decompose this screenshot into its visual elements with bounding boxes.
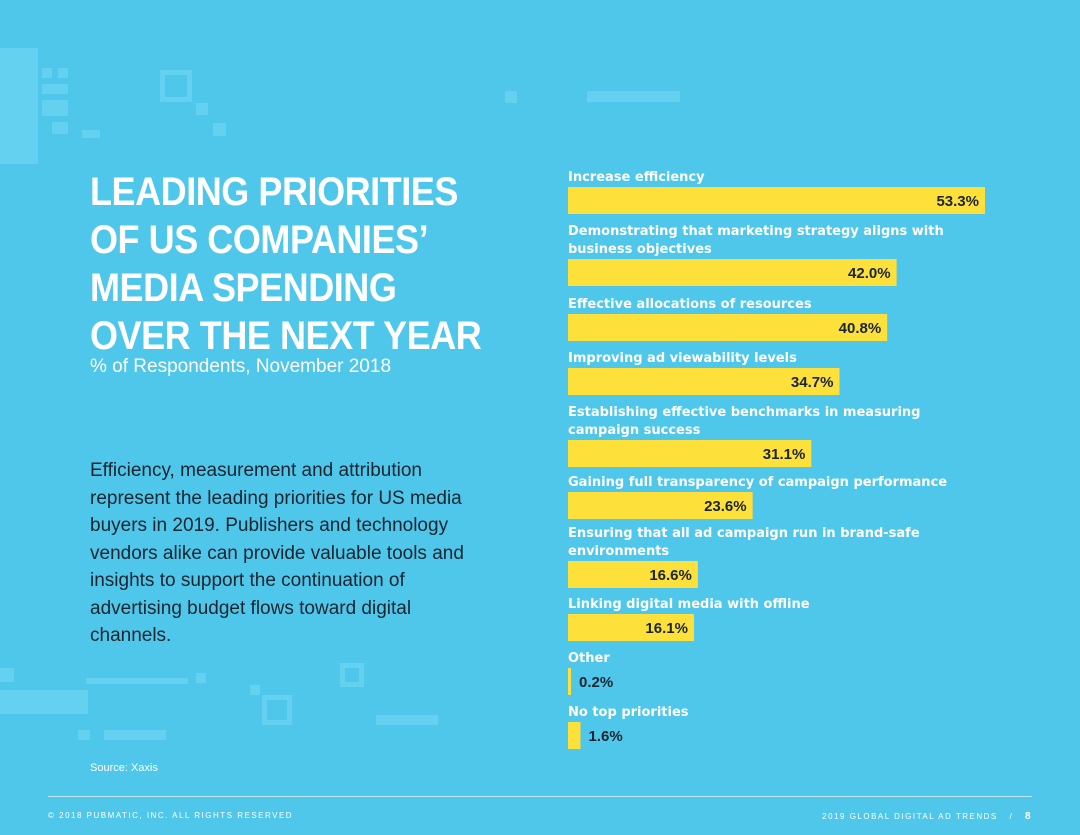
decor-block <box>505 91 517 103</box>
value-label: 16.6% <box>649 567 692 584</box>
bar <box>568 668 571 695</box>
footer-report: 2019 GLOBAL DIGITAL AD TRENDS / 8 <box>822 811 1032 822</box>
category-label: Improving ad viewability levels <box>568 351 797 366</box>
category-label: Effective allocations of resources <box>568 297 812 312</box>
footer-report-title: 2019 GLOBAL DIGITAL AD TRENDS <box>822 812 998 821</box>
bar <box>568 492 753 519</box>
page-title: LEADING PRIORITIES OF US COMPANIES’ MEDI… <box>90 170 482 358</box>
bar <box>568 722 581 749</box>
decor-block <box>78 730 90 740</box>
decor-square <box>160 70 192 102</box>
value-label: 0.2% <box>579 674 613 691</box>
source-note: Source: Xaxis <box>90 762 158 774</box>
decor-block <box>86 678 188 684</box>
bar <box>568 614 694 641</box>
value-label: 40.8% <box>839 320 882 337</box>
decor-block <box>52 122 68 134</box>
decor-block <box>376 715 438 725</box>
decor-block <box>58 68 68 78</box>
category-label: Gaining full transparency of campaign pe… <box>568 475 947 490</box>
bar <box>568 187 985 214</box>
decor-block <box>196 103 208 115</box>
decor-square <box>262 695 292 725</box>
category-label: No top priorities <box>568 705 689 720</box>
footer-copyright: © 2018 PUBMATIC, INC. ALL RIGHTS RESERVE… <box>48 811 294 820</box>
bar <box>568 259 897 286</box>
category-label: Other <box>568 651 610 666</box>
decor-block <box>196 673 206 683</box>
category-label: Ensuring that all ad campaign run in bra… <box>568 526 920 559</box>
decor-block <box>0 690 88 714</box>
value-label: 34.7% <box>791 374 834 391</box>
decor-block <box>42 100 68 116</box>
decor-block <box>42 84 68 94</box>
decor-block <box>82 130 100 138</box>
value-label: 53.3% <box>936 193 979 210</box>
value-label: 31.1% <box>763 446 806 463</box>
bar <box>568 314 888 341</box>
footer-divider <box>48 796 1032 797</box>
decor-block <box>213 123 226 136</box>
category-label: Linking digital media with offline <box>568 597 810 612</box>
value-label: 42.0% <box>848 265 891 282</box>
subtitle: % of Respondents, November 2018 <box>90 356 392 377</box>
decor-block <box>0 48 38 164</box>
category-label: Demonstrating that marketing strategy al… <box>568 224 944 257</box>
category-label: Establishing effective benchmarks in mea… <box>568 405 921 438</box>
footer-separator: / <box>1009 812 1014 821</box>
decor-block <box>0 668 14 682</box>
horizontal-bar-chart: Increase efficiency 53.3% Demonstrating th… <box>568 170 985 749</box>
decor-block <box>250 685 260 695</box>
decor-block <box>587 91 680 102</box>
bar <box>568 440 812 467</box>
body-text: Efficiency, measurement and attribution … <box>90 460 464 646</box>
value-label: 23.6% <box>704 498 747 515</box>
category-label: Increase efficiency <box>568 170 705 185</box>
bar <box>568 561 698 588</box>
bar <box>568 368 840 395</box>
decor-square <box>340 663 364 687</box>
decor-block <box>42 68 52 78</box>
value-label: 1.6% <box>589 728 623 745</box>
value-label: 16.1% <box>645 620 688 637</box>
page-number: 8 <box>1024 811 1032 822</box>
decor-block <box>104 730 166 740</box>
